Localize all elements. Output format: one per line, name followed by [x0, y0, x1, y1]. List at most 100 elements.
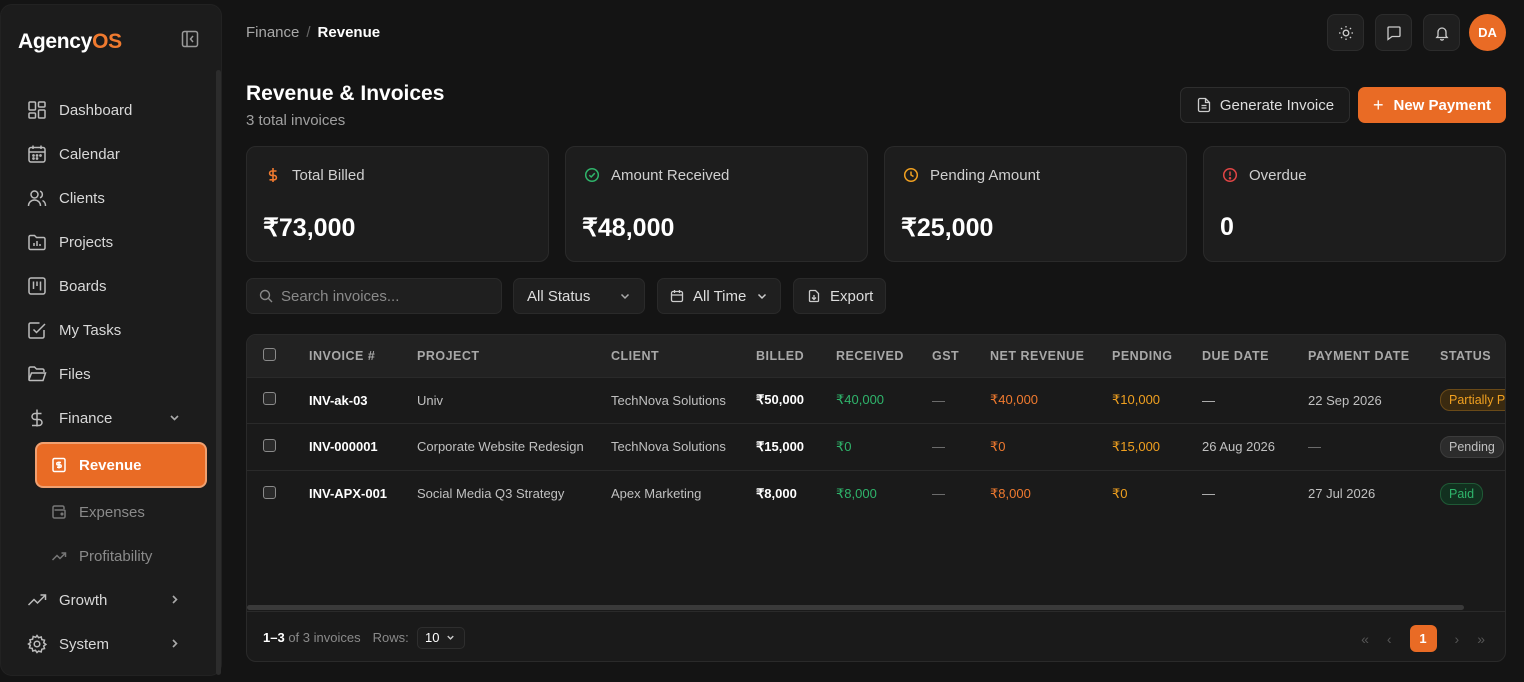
stat-label: Amount Received: [611, 167, 730, 184]
cell-payment-date: —: [1308, 439, 1321, 455]
sidebar-item-growth[interactable]: Growth: [15, 578, 215, 622]
sidebar-subitem-profitability[interactable]: Profitability: [15, 534, 215, 578]
cell-gst: —: [932, 486, 945, 501]
chevron-down-icon: [620, 293, 630, 300]
stat-card-pending-amount: Pending Amount ₹25,000: [884, 146, 1187, 262]
sidebar-item-projects[interactable]: Projects: [15, 220, 215, 264]
cell-billed: ₹15,000: [756, 438, 805, 454]
folder-open-icon: [28, 366, 47, 382]
status-filter-select[interactable]: All Status: [513, 278, 645, 314]
row-checkbox[interactable]: [263, 438, 276, 452]
sidebar-item-label: Finance: [59, 409, 113, 427]
stat-value: ₹48,000: [582, 214, 675, 242]
stat-card-overdue: Overdue 0: [1203, 146, 1506, 262]
chevron-right-icon[interactable]: [168, 637, 181, 650]
col-client[interactable]: CLIENT: [611, 348, 660, 363]
folder-chart-icon: [28, 234, 46, 251]
bell-icon: [1434, 26, 1449, 41]
col-gst[interactable]: GST: [932, 348, 960, 363]
sun-icon: [1338, 25, 1353, 40]
gear-icon: [27, 634, 47, 654]
cell-project: Social Media Q3 Strategy: [417, 486, 565, 501]
sidebar-item-finance[interactable]: Finance: [15, 396, 215, 440]
sidebar-item-dashboard[interactable]: Dashboard: [15, 88, 215, 132]
messages-button[interactable]: [1375, 14, 1412, 51]
row-checkbox[interactable]: [263, 485, 276, 499]
cell-due-date: 26 Aug 2026: [1202, 439, 1276, 455]
chevron-right-icon[interactable]: [168, 593, 181, 606]
col-project[interactable]: PROJECT: [417, 348, 480, 363]
avatar[interactable]: DA: [1469, 14, 1506, 51]
cell-project: Corporate Website Redesign: [417, 439, 584, 455]
sidebar-item-boards[interactable]: Boards: [15, 264, 215, 308]
export-button[interactable]: Export: [793, 278, 886, 314]
col-due-date[interactable]: DUE DATE: [1202, 348, 1269, 363]
calendar-icon: [28, 145, 46, 163]
notifications-button[interactable]: [1423, 14, 1460, 51]
table-row[interactable]: INV-ak-03 Univ TechNova Solutions ₹50,00…: [247, 377, 1505, 424]
sidebar-item-my-tasks[interactable]: My Tasks: [15, 308, 215, 352]
checkbox-icon: [28, 322, 46, 339]
col-net-revenue[interactable]: NET REVENUE: [990, 348, 1085, 363]
search-input[interactable]: Search invoices...: [246, 278, 502, 314]
sidebar-item-system[interactable]: System: [15, 622, 215, 666]
stat-label: Total Billed: [292, 167, 365, 184]
sidebar-item-files[interactable]: Files: [15, 352, 215, 396]
rows-per-page-select[interactable]: 10: [416, 626, 465, 649]
sidebar-item-clients[interactable]: Clients: [15, 176, 215, 220]
table-horizontal-scrollbar[interactable]: [247, 605, 1464, 610]
col-payment-date[interactable]: PAYMENT DATE: [1308, 348, 1410, 363]
new-payment-button[interactable]: + New Payment: [1358, 87, 1506, 123]
table-row[interactable]: INV-APX-001 Social Media Q3 Strategy Ape…: [247, 470, 1505, 517]
col-invoice[interactable]: INVOICE #: [309, 348, 376, 363]
alert-circle-icon: [1222, 167, 1238, 183]
col-received[interactable]: RECEIVED: [836, 348, 904, 363]
cell-payment-date: 27 Jul 2026: [1308, 486, 1376, 501]
cell-invoice[interactable]: INV-000001: [309, 439, 378, 455]
sidebar-subitem-revenue[interactable]: Revenue: [37, 444, 205, 486]
chevron-down-icon: [758, 293, 767, 300]
page-range: 1–3: [263, 630, 285, 645]
trending-up-icon: [27, 594, 47, 606]
cell-invoice[interactable]: INV-ak-03: [309, 392, 368, 408]
sidebar-item-label: Calendar: [59, 145, 120, 163]
theme-toggle-button[interactable]: [1327, 14, 1364, 51]
breadcrumb-current: Revenue: [317, 24, 381, 41]
col-billed[interactable]: BILLED: [756, 348, 805, 363]
table-row[interactable]: INV-000001 Corporate Website Redesign Te…: [247, 423, 1505, 471]
cell-net-revenue: ₹0: [990, 438, 1006, 454]
page-button-current[interactable]: 1: [1409, 625, 1437, 652]
generate-invoice-button[interactable]: Generate Invoice: [1180, 87, 1350, 123]
breadcrumb-finance[interactable]: Finance: [246, 24, 300, 41]
cell-pending: ₹15,000: [1112, 438, 1161, 454]
chevron-down-icon[interactable]: [168, 411, 181, 424]
sidebar-collapse-icon[interactable]: [181, 30, 199, 48]
cell-received: ₹0: [836, 438, 852, 454]
col-pending[interactable]: PENDING: [1112, 348, 1173, 363]
first-page-icon[interactable]: «: [1361, 630, 1369, 647]
sidebar-subitem-expenses[interactable]: Expenses: [15, 490, 215, 534]
page-title: Revenue & Invoices: [246, 82, 445, 105]
stat-value: ₹73,000: [263, 214, 356, 242]
sidebar-item-calendar[interactable]: Calendar: [15, 132, 215, 176]
time-filter-select[interactable]: All Time: [657, 278, 781, 314]
row-checkbox[interactable]: [263, 392, 276, 406]
sidebar-scrollbar[interactable]: [216, 70, 221, 675]
dollar-icon: [31, 409, 43, 427]
cell-net-revenue: ₹8,000: [990, 485, 1031, 501]
prev-page-icon[interactable]: ‹: [1386, 630, 1392, 647]
next-page-icon[interactable]: ›: [1454, 630, 1460, 647]
stat-value: 0: [1220, 213, 1234, 241]
app-logo[interactable]: AgencyOS: [18, 30, 122, 53]
stat-card-total-billed: Total Billed ₹73,000: [246, 146, 549, 262]
cell-received: ₹40,000: [836, 392, 885, 408]
kanban-icon: [28, 277, 46, 295]
last-page-icon[interactable]: »: [1477, 630, 1485, 647]
total-count: of 3 invoices: [288, 630, 361, 645]
receipt-icon: [52, 457, 66, 473]
cell-invoice[interactable]: INV-APX-001: [309, 486, 388, 501]
sidebar-item-label: Clients: [59, 189, 105, 207]
col-status[interactable]: STATUS: [1440, 348, 1492, 363]
sidebar-item-label: Growth: [59, 591, 108, 609]
select-all-checkbox[interactable]: [263, 347, 276, 361]
